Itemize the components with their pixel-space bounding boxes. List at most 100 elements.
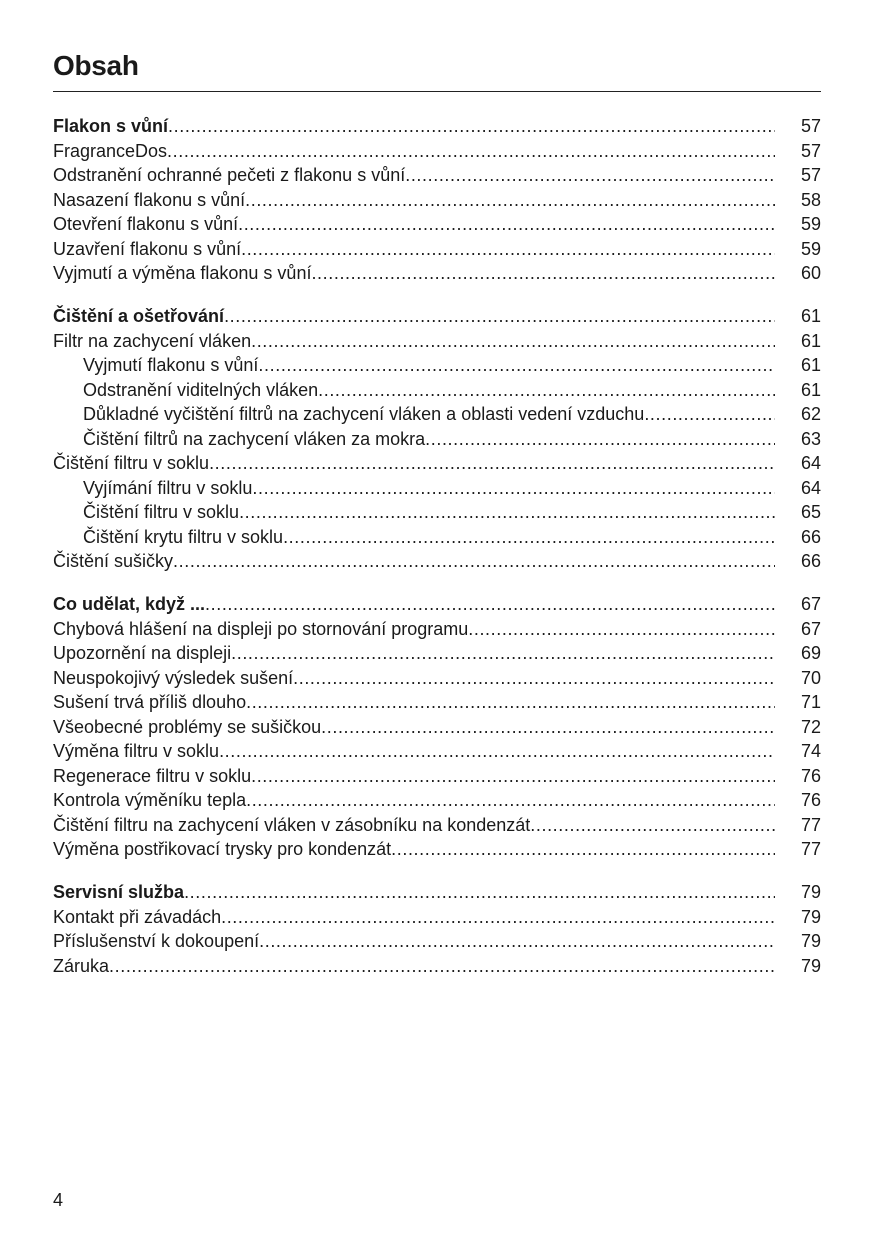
toc-entry-page: 79	[800, 955, 821, 976]
dot-leader	[167, 139, 775, 164]
toc-entry-title: Vyjmutí a výměna flakonu s vůní	[53, 263, 312, 283]
toc-entry-title: Výměna filtru v soklu	[53, 741, 220, 761]
toc-entry-title: Čištění filtrů na zachycení vláken za mo…	[83, 428, 426, 449]
dot-leader	[283, 525, 775, 550]
toc-entry[interactable]: Výměna filtru v soklu 74	[53, 739, 821, 764]
toc-entry-page: 79	[800, 882, 821, 902]
toc-heading-entry[interactable]: Co udělat, když ... 67	[53, 592, 821, 617]
toc-entry[interactable]: Kontakt při závadách 79	[53, 905, 821, 930]
toc-entry-title: Čištění filtru na zachycení vláken v zás…	[53, 814, 531, 835]
toc-entry[interactable]: Otevření flakonu s vůní 59	[53, 212, 821, 237]
toc-section: Co udělat, když ... 67 Chybová hlášení na …	[53, 592, 821, 862]
toc-section: Flakon s vůní 57 FragranceDos 57 Odstranění …	[53, 114, 821, 286]
dot-leader	[219, 739, 775, 764]
toc-entry-title: Čištění sušičky	[53, 551, 174, 571]
toc-entry[interactable]: Vyjmutí a výměna flakonu s vůní 60	[53, 261, 821, 286]
toc-entry-title: Čištění filtru v soklu	[83, 502, 240, 522]
dot-leader	[221, 905, 775, 930]
toc-section: Čištění a ošetřování 61 Filtr na zachycení…	[53, 304, 821, 574]
toc-entry-title: Čištění filtru v soklu	[53, 453, 210, 473]
dot-leader	[321, 715, 775, 740]
toc-entry-title: Regenerace filtru v soklu	[53, 765, 252, 786]
toc-entry[interactable]: Čištění filtru v soklu 65	[53, 500, 821, 525]
dot-leader	[259, 929, 775, 954]
toc-entry[interactable]: Záruka 79	[53, 954, 821, 979]
dot-leader	[251, 329, 775, 354]
toc-entry-title: Sušení trvá příliš dlouho	[53, 692, 247, 712]
dot-leader	[168, 114, 775, 139]
toc-entry-title: Nasazení flakonu s vůní	[53, 189, 246, 210]
toc-entry-page: 61	[800, 306, 821, 326]
toc-entry-title: Neuspokojivý výsledek sušení	[53, 667, 294, 688]
toc-entry[interactable]: FragranceDos 57	[53, 139, 821, 164]
toc-entry[interactable]: Důkladné vyčištění filtrů na zachycení v…	[53, 402, 821, 427]
dot-leader	[205, 592, 775, 617]
dot-leader	[258, 353, 775, 378]
toc-entry-title: Příslušenství k dokoupení	[53, 931, 260, 951]
dot-leader	[293, 666, 775, 691]
toc-entry[interactable]: Odstranění ochranné pečeti z flakonu s v…	[53, 163, 821, 188]
toc-entry-page: 67	[800, 618, 821, 639]
dot-leader	[241, 237, 775, 262]
toc-entry-title: Vyjímání filtru v soklu	[83, 477, 253, 498]
toc-entry-page: 64	[800, 453, 821, 473]
toc-entry-page: 57	[800, 116, 821, 136]
toc-heading-entry[interactable]: Čištění a ošetřování 61	[53, 304, 821, 329]
page-title: Obsah	[53, 50, 139, 81]
toc-entry[interactable]: Odstranění viditelných vláken 61	[53, 378, 821, 403]
toc-entry-page: 79	[800, 906, 821, 927]
toc-entry-title: Servisní služba	[53, 882, 185, 902]
toc-heading-entry[interactable]: Flakon s vůní 57	[53, 114, 821, 139]
toc-entry-page: 66	[800, 526, 821, 547]
dot-leader	[468, 617, 775, 642]
toc-entry[interactable]: Čištění krytu filtru v soklu 66	[53, 525, 821, 550]
toc-entry-title: Kontrola výměníku tepla	[53, 790, 247, 810]
dot-leader	[239, 500, 775, 525]
toc-entry[interactable]: Kontrola výměníku tepla 76	[53, 788, 821, 813]
toc-entry[interactable]: Regenerace filtru v soklu 76	[53, 764, 821, 789]
toc-entry-title: Vyjmutí flakonu s vůní	[83, 355, 259, 375]
title-divider	[53, 91, 821, 92]
toc-entry[interactable]: Filtr na zachycení vláken 61	[53, 329, 821, 354]
toc-entry[interactable]: Nasazení flakonu s vůní 58	[53, 188, 821, 213]
toc-entry-page: 58	[800, 189, 821, 210]
toc-entry-title: Upozornění na displeji	[53, 643, 232, 663]
toc-entry[interactable]: Čištění sušičky 66	[53, 549, 821, 574]
toc-entry[interactable]: Všeobecné problémy se sušičkou 72	[53, 715, 821, 740]
toc-entry[interactable]: Upozornění na displeji 69	[53, 641, 821, 666]
dot-leader	[231, 641, 775, 666]
toc-entry[interactable]: Sušení trvá příliš dlouho 71	[53, 690, 821, 715]
dot-leader	[425, 427, 775, 452]
table-of-contents: Flakon s vůní 57 FragranceDos 57 Odstranění …	[53, 114, 821, 997]
toc-entry[interactable]: Uzavření flakonu s vůní 59	[53, 237, 821, 262]
toc-entry-title: Čištění a ošetřování	[53, 306, 225, 326]
toc-entry-page: 64	[800, 477, 821, 498]
toc-entry-title: Záruka	[53, 955, 110, 976]
toc-entry[interactable]: Vyjímání filtru v soklu 64	[53, 476, 821, 501]
toc-entry[interactable]: Čištění filtru na zachycení vláken v zás…	[53, 813, 821, 838]
toc-entry[interactable]: Vyjmutí flakonu s vůní 61	[53, 353, 821, 378]
toc-entry[interactable]: Neuspokojivý výsledek sušení 70	[53, 666, 821, 691]
toc-entry[interactable]: Chybová hlášení na displeji po stornován…	[53, 617, 821, 642]
dot-leader	[311, 261, 775, 286]
dot-leader	[224, 304, 775, 329]
toc-entry-page: 71	[800, 692, 821, 712]
toc-entry[interactable]: Čištění filtru v soklu 64	[53, 451, 821, 476]
toc-entry[interactable]: Příslušenství k dokoupení 79	[53, 929, 821, 954]
toc-entry-page: 79	[800, 931, 821, 951]
toc-entry[interactable]: Výměna postřikovací trysky pro kondenzát…	[53, 837, 821, 862]
dot-leader	[251, 764, 775, 789]
toc-heading-entry[interactable]: Servisní služba 79	[53, 880, 821, 905]
toc-entry-page: 67	[800, 594, 821, 614]
toc-entry-page: 57	[800, 140, 821, 161]
toc-entry-title: Výměna postřikovací trysky pro kondenzát	[53, 839, 392, 859]
dot-leader	[109, 954, 775, 979]
toc-entry-page: 59	[800, 214, 821, 234]
toc-entry-page: 77	[800, 814, 821, 835]
toc-entry-title: Odstranění viditelných vláken	[83, 379, 319, 400]
toc-entry-page: 66	[800, 551, 821, 571]
dot-leader	[318, 378, 775, 403]
dot-leader	[173, 549, 775, 574]
toc-entry-page: 69	[800, 643, 821, 663]
toc-entry[interactable]: Čištění filtrů na zachycení vláken za mo…	[53, 427, 821, 452]
